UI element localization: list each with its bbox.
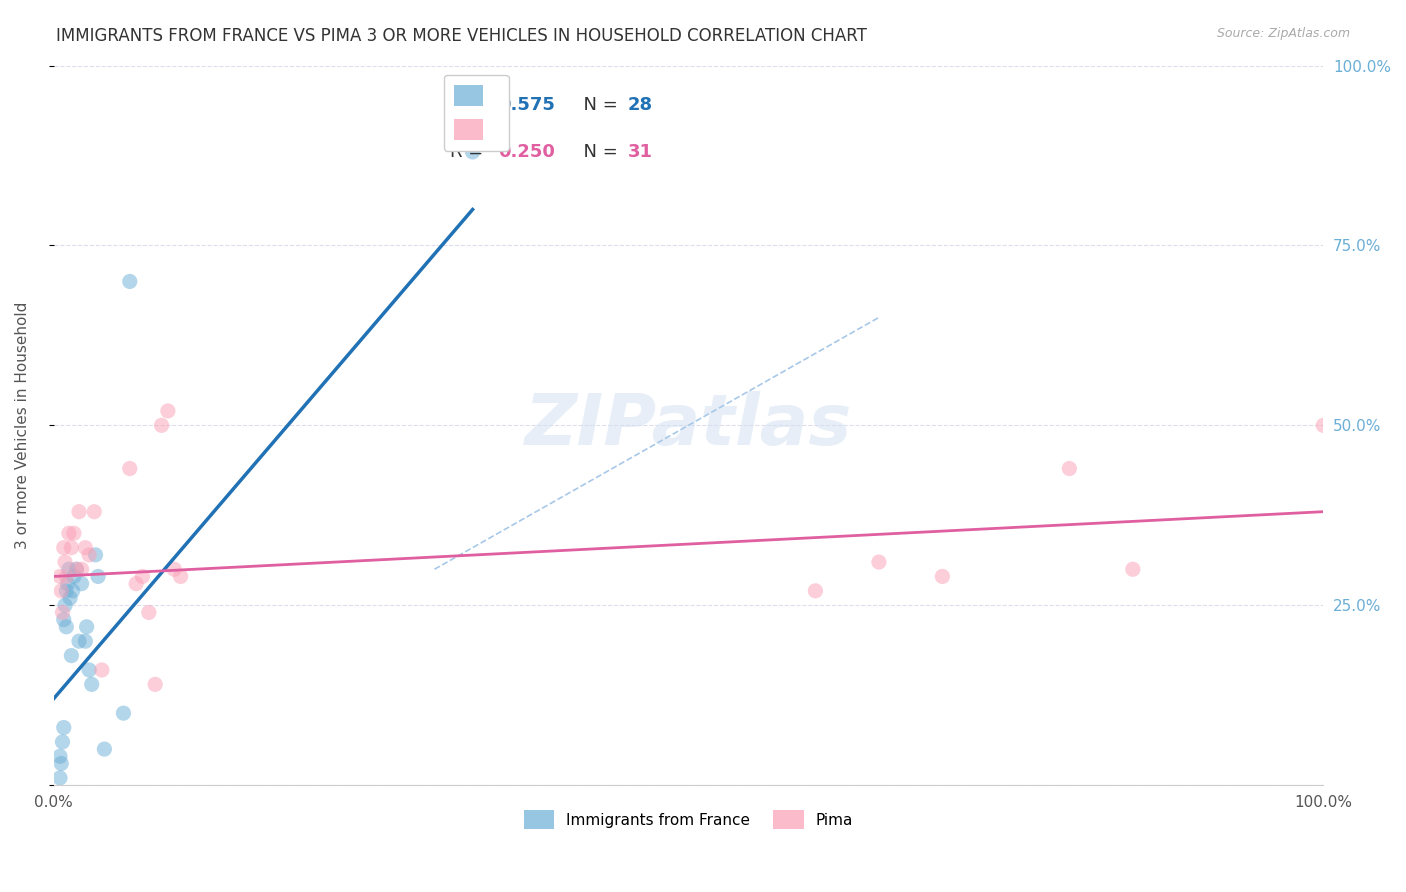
Text: IMMIGRANTS FROM FRANCE VS PIMA 3 OR MORE VEHICLES IN HOUSEHOLD CORRELATION CHART: IMMIGRANTS FROM FRANCE VS PIMA 3 OR MORE… <box>56 27 868 45</box>
Point <box>59 591 82 605</box>
Point <box>56 576 79 591</box>
Point <box>87 569 110 583</box>
Point <box>53 555 76 569</box>
Point <box>1312 418 1334 433</box>
Point <box>58 562 80 576</box>
Point <box>461 145 484 159</box>
Point <box>84 548 107 562</box>
Text: 31: 31 <box>627 143 652 161</box>
Point <box>67 505 90 519</box>
Point <box>77 663 100 677</box>
Text: R =: R = <box>450 96 489 114</box>
Text: 0.250: 0.250 <box>498 143 555 161</box>
Point <box>804 583 827 598</box>
Point <box>75 541 97 555</box>
Point <box>52 541 75 555</box>
Text: R =: R = <box>450 143 489 161</box>
Point <box>93 742 115 756</box>
Point <box>169 569 191 583</box>
Text: 0.575: 0.575 <box>498 96 555 114</box>
Point <box>156 404 179 418</box>
Point <box>60 648 83 663</box>
Point <box>49 749 72 764</box>
Point <box>90 663 112 677</box>
Point <box>52 613 75 627</box>
Point <box>51 583 73 598</box>
Point <box>51 735 73 749</box>
Point <box>52 721 75 735</box>
Point <box>163 562 186 576</box>
Point <box>58 526 80 541</box>
Point <box>118 275 141 289</box>
Point <box>51 756 73 771</box>
Point <box>76 620 98 634</box>
Point <box>55 620 77 634</box>
Text: Source: ZipAtlas.com: Source: ZipAtlas.com <box>1216 27 1350 40</box>
Point <box>112 706 135 720</box>
Text: 28: 28 <box>627 96 652 114</box>
Y-axis label: 3 or more Vehicles in Household: 3 or more Vehicles in Household <box>15 301 30 549</box>
Point <box>55 569 77 583</box>
Legend: Immigrants from France, Pima: Immigrants from France, Pima <box>517 805 859 835</box>
Point <box>70 562 93 576</box>
Point <box>150 418 173 433</box>
Point <box>51 606 73 620</box>
Point <box>60 541 83 555</box>
Text: N =: N = <box>572 143 623 161</box>
Point <box>1059 461 1081 475</box>
Point <box>80 677 103 691</box>
Point <box>70 576 93 591</box>
Point <box>49 569 72 583</box>
Point <box>931 569 953 583</box>
Text: N =: N = <box>572 96 623 114</box>
Point <box>1122 562 1144 576</box>
Point <box>65 562 87 576</box>
Point <box>138 606 160 620</box>
Point <box>53 598 76 612</box>
Text: ZIPatlas: ZIPatlas <box>524 391 852 460</box>
Point <box>55 583 77 598</box>
Point <box>83 505 105 519</box>
Point <box>62 583 84 598</box>
Point <box>118 461 141 475</box>
Point <box>75 634 97 648</box>
Point <box>868 555 890 569</box>
Point <box>131 569 153 583</box>
Point <box>77 548 100 562</box>
Point <box>67 634 90 648</box>
Point <box>49 771 72 785</box>
Point <box>65 562 87 576</box>
Point <box>63 569 86 583</box>
Point <box>143 677 166 691</box>
Point <box>125 576 148 591</box>
Point <box>63 526 86 541</box>
